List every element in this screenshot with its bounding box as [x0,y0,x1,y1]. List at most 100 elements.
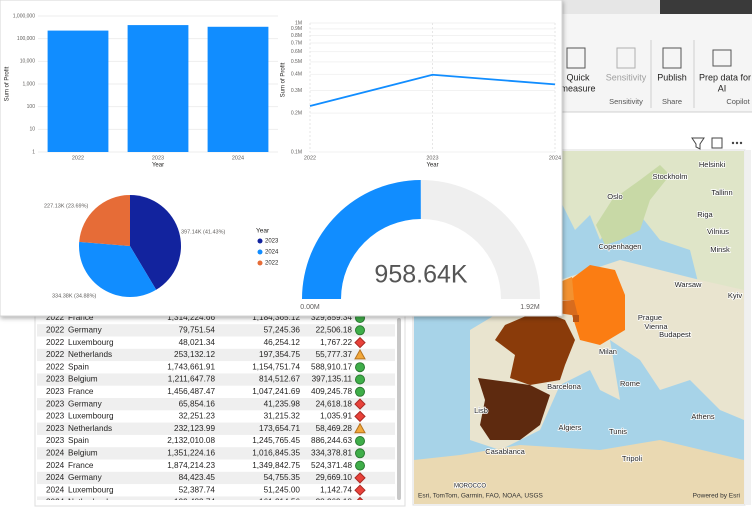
y-tick-label: 0.1M [291,149,302,155]
spain [478,378,550,440]
table-cell: Germany [68,473,103,482]
gauge-value [302,180,421,299]
table-cell: 1,211,647.78 [168,375,216,384]
table-scrollbar[interactable] [397,318,401,500]
ribbon-button-label[interactable]: Prep data for C [699,72,752,82]
luxembourg [573,315,579,322]
status-icon [354,410,366,423]
x-tick-label: 2023 [152,155,164,161]
table-cell: Belgium [68,375,98,384]
table-cell: 2023 [46,424,65,433]
table-cell: 1,047,241.69 [252,387,300,396]
bar [127,25,189,153]
table-cell: 2022 [46,338,65,347]
status-icon [354,336,366,349]
table-cell: 2023 [46,375,65,384]
focus-icon[interactable] [711,137,723,149]
table-cell: 31,215.32 [264,412,301,421]
map-city-label: Vienna [644,322,668,331]
table-cell: 2024 [46,498,65,507]
table-cell: Luxembourg [68,485,114,494]
more-icon[interactable] [731,141,735,145]
row-bg [37,471,395,485]
chart-card: 1 10 100 1,000 10,000 100,000 1,000,000 2022 202… [0,0,563,317]
publish-icon[interactable] [662,47,682,69]
map-city-label: MOROCCO [454,484,486,490]
table-cell: 32,251.23 [179,412,216,421]
table-cell: 1,314,224.66 [167,313,215,322]
table-cell: Spain [68,362,89,371]
table-cell: 2023 [46,399,65,408]
table-cell: Germany [68,325,103,334]
y-tick-label: 1M [295,20,302,26]
table-cell: Germany [68,399,103,408]
row-bg [37,398,395,411]
y-tick-label: 100 [27,104,36,110]
table-cell: 173,654.71 [259,424,300,433]
map-attribution: Esri, TomTom, Garmin, FAO, NOAA, USGS [418,493,544,500]
y-tick-label: 1,000 [22,81,35,87]
table-cell: 1,184,365.12 [252,313,300,322]
ribbon-button-label[interactable]: AI [718,83,727,93]
more-icon[interactable] [739,141,743,145]
quick-measure-icon[interactable] [566,47,586,69]
table-cell: 2022 [46,313,65,322]
map-city-label: Algiers [559,423,582,432]
table-cell: 197,354.75 [259,350,300,359]
y-tick-label: 0.9M [291,26,302,32]
table-cell: 38,269.18 [316,498,353,507]
map-city-label: Riga [697,210,713,219]
table-cell: Luxembourg [68,412,114,421]
map-city-label: Barcelona [547,382,582,391]
map-city-label: Budapest [659,330,692,339]
ribbon-button-label[interactable]: Quick [566,72,590,82]
map-city-label: Oslo [607,192,622,201]
table-cell: 55,777.37 [316,350,353,359]
table-cell: 29,669.10 [316,473,353,482]
table-cell: 79,751.54 [179,325,216,334]
y-tick-label: 10 [29,127,35,133]
status-icon [354,472,366,484]
status-icon [355,325,365,336]
row-bg [37,496,395,500]
table-cell: 232,123.99 [174,424,215,433]
x-tick-label: 2024 [232,155,244,161]
table-cell: 1,035.91 [320,412,352,421]
table-cell: 2023 [46,436,65,445]
gauge-max-label: 1.92M [520,304,540,311]
map-city-label: Lisb [474,406,488,415]
map-city-label: Casablanca [485,447,525,456]
y-tick-label: 0.7M [291,40,302,46]
ribbon-group-label: Sensitivity [609,97,643,106]
map-city-label: Rome [620,379,640,388]
table-cell: 1,142.74 [320,485,352,494]
ribbon-button-label[interactable]: measure [560,83,595,93]
status-icon [354,484,366,496]
table-cell: 334,378.81 [311,448,352,457]
table-cell: Netherlands [68,350,112,359]
x-tick-label: 2024 [549,155,561,161]
table-cell: 2022 [46,325,65,334]
ribbon-bg [560,14,752,112]
pie-slice [79,195,130,246]
table-cell: 65,854.16 [179,399,216,408]
filter-icon[interactable] [691,137,705,150]
copilot-icon[interactable] [712,49,732,67]
ribbon-button-label[interactable]: Publish [657,72,687,82]
table-cell: 1,456,487.47 [167,387,215,396]
table-cell: 41,235.98 [264,399,301,408]
table-cell: Netherlands [68,424,112,433]
table-cell: 48,021.34 [179,338,216,347]
table-cell: 2022 [46,362,65,371]
more-icon[interactable] [735,141,739,145]
status-icon [355,374,365,385]
table-cell: 51,245.00 [264,485,301,494]
table-cell: 2023 [46,412,65,421]
map-city-label: Prague [638,313,662,322]
x-axis-title: Year [152,163,164,169]
map-city-label: Tallinn [711,188,732,197]
table-cell: 2024 [46,485,65,494]
table-cell: 397,135.11 [312,375,353,384]
status-icon [354,422,366,434]
map-scrollbar[interactable] [745,150,751,505]
